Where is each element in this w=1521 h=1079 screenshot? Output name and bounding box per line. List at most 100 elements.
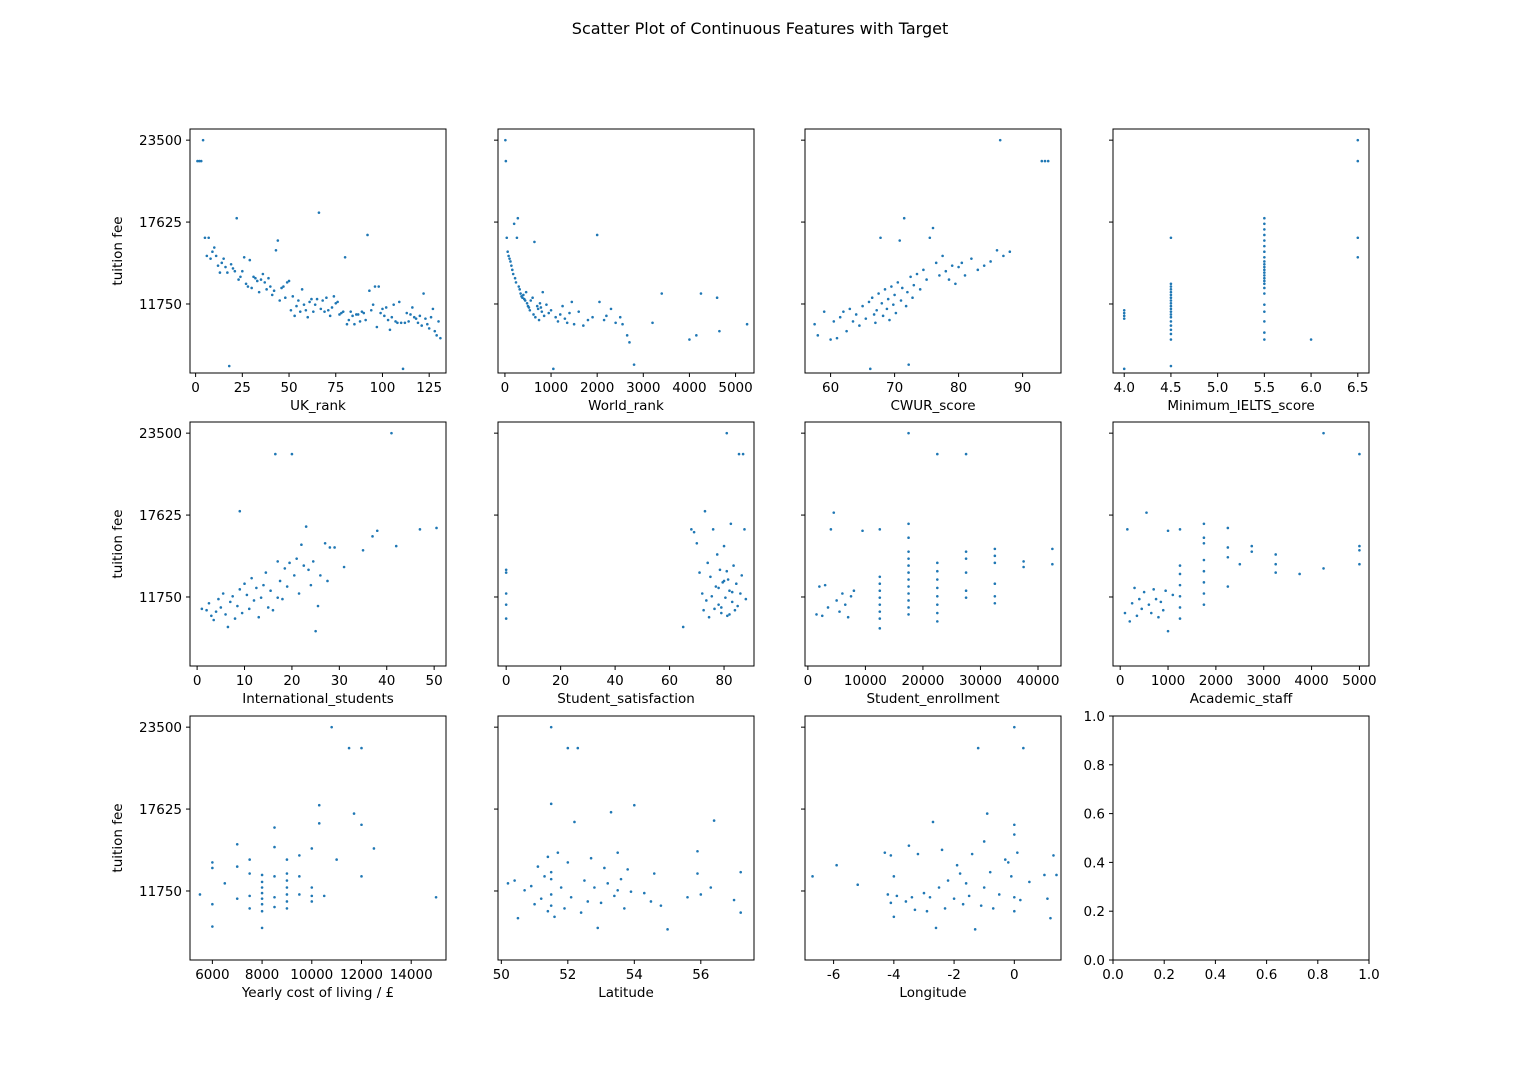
data-point: [616, 851, 619, 854]
data-point: [603, 866, 606, 870]
data-point: [993, 561, 997, 565]
data-point: [533, 902, 536, 906]
data-point: [832, 511, 836, 514]
data-point: [1226, 585, 1230, 588]
data-point: [1166, 629, 1170, 633]
data-point: [1263, 265, 1266, 269]
data-point: [911, 296, 914, 300]
data-point: [1358, 548, 1361, 552]
data-point: [285, 281, 289, 284]
data-point: [699, 292, 703, 295]
data-point: [964, 550, 968, 553]
data-point: [878, 617, 882, 620]
data-point: [240, 611, 244, 615]
data-point: [715, 296, 719, 300]
data-point: [558, 313, 562, 316]
data-point: [260, 873, 264, 877]
x-tick-label: 2000: [580, 380, 614, 396]
data-point: [941, 254, 944, 258]
data-point: [203, 236, 207, 240]
x-tick-label: 30: [331, 673, 348, 689]
data-point: [632, 363, 636, 366]
data-point: [418, 528, 422, 531]
data-point: [732, 898, 736, 902]
data-point: [317, 211, 321, 214]
data-point: [295, 304, 298, 308]
data-point: [422, 292, 425, 295]
data-point: [881, 314, 885, 318]
data-point: [549, 870, 553, 874]
x-tick-label: 75: [327, 380, 344, 396]
data-point: [427, 327, 431, 330]
data-point: [439, 336, 442, 340]
x-tick-label: 0: [804, 673, 813, 689]
data-point: [554, 315, 557, 319]
data-point: [283, 296, 287, 300]
data-point: [314, 629, 317, 633]
data-point: [227, 364, 231, 368]
axes-frame: [189, 421, 447, 667]
data-point: [319, 307, 323, 311]
data-point: [878, 582, 882, 586]
data-point: [976, 746, 980, 750]
axes-frame: [497, 421, 755, 667]
data-point: [993, 601, 997, 605]
data-point: [579, 911, 583, 914]
data-point: [940, 848, 944, 852]
data-point: [1238, 562, 1242, 566]
data-point: [291, 295, 295, 298]
y-tick-label: 1.0: [1084, 709, 1105, 725]
data-point: [709, 886, 713, 889]
y-tick-label: 0.0: [1084, 953, 1105, 969]
y-axis-label: tuition fee: [110, 509, 126, 578]
data-point: [1147, 603, 1151, 606]
y-tick-label: 11750: [139, 590, 182, 606]
x-tick-label: 0.6: [1256, 967, 1277, 983]
axes-frame: [497, 128, 755, 374]
x-tick-label: 50: [493, 967, 510, 983]
data-point: [247, 607, 251, 611]
x-axis-label: Minimum_IELTS_score: [1167, 398, 1314, 414]
data-point: [313, 303, 317, 306]
data-point: [335, 858, 338, 861]
data-point: [904, 900, 908, 903]
data-point: [907, 536, 910, 540]
data-point: [577, 310, 581, 313]
data-point: [285, 858, 289, 861]
data-point: [248, 872, 251, 875]
data-point: [1263, 222, 1266, 226]
data-point: [848, 307, 852, 311]
data-point: [1171, 593, 1175, 597]
data-point: [429, 315, 433, 319]
data-point: [997, 893, 1001, 896]
data-point: [958, 872, 962, 875]
data-point: [726, 578, 730, 581]
data-point: [287, 279, 291, 283]
data-point: [892, 875, 896, 878]
data-point: [319, 574, 322, 577]
data-point: [618, 315, 622, 319]
data-point: [536, 865, 540, 868]
data-point: [1263, 271, 1266, 274]
data-point: [278, 299, 281, 302]
data-point: [889, 901, 893, 905]
data-point: [1202, 522, 1206, 526]
data-point: [340, 311, 343, 315]
data-point: [886, 297, 890, 301]
data-point: [946, 879, 950, 882]
data-point: [728, 613, 731, 616]
data-point: [1263, 279, 1266, 283]
x-tick-label: 80: [715, 673, 732, 689]
data-point: [660, 292, 664, 295]
x-tick-label: 25: [234, 380, 251, 396]
data-point: [1122, 317, 1126, 320]
data-point: [888, 318, 891, 322]
data-point: [205, 608, 208, 612]
data-point: [317, 822, 321, 825]
data-point: [1226, 526, 1230, 530]
data-point: [235, 865, 239, 868]
data-point: [205, 254, 209, 258]
data-point: [1022, 746, 1025, 750]
data-point: [826, 606, 830, 609]
data-point: [867, 300, 871, 304]
